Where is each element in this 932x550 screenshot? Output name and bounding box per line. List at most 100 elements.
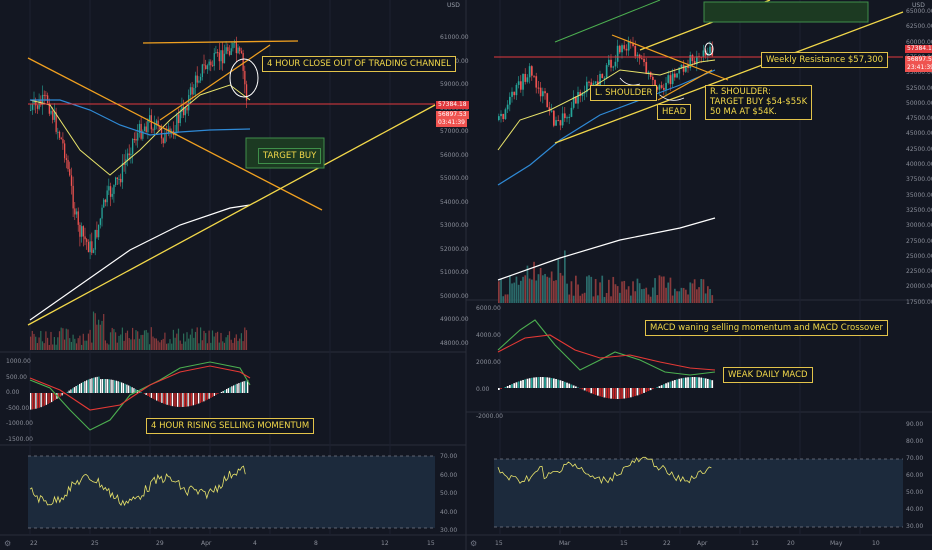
right-volume-bar (555, 280, 557, 303)
right-macd-histogram-bar (709, 379, 711, 388)
right-volume-bar (700, 278, 703, 303)
left-candle-body (74, 208, 76, 215)
annotation-close-out-channel[interactable]: 4 HOUR CLOSE OUT OF TRADING CHANNEL (262, 56, 456, 73)
right-candle-body (548, 107, 551, 112)
left-volume-bar (213, 336, 215, 350)
left-volume-bar (65, 328, 67, 350)
annotation-left-shoulder[interactable]: L. SHOULDER (590, 85, 658, 102)
right-settings-icon[interactable]: ⚙ (470, 539, 478, 548)
left-candle-body (186, 107, 188, 111)
left-candle-body (171, 130, 173, 132)
left-candle-body (111, 193, 113, 197)
right-time-tick: 10 (872, 540, 880, 547)
left-volume-bar (35, 336, 37, 350)
right-candle-body (663, 87, 665, 90)
right-price-tick: 47500.00 (906, 115, 932, 123)
left-candle-body (77, 211, 79, 225)
right-candle-body (581, 93, 584, 97)
left-volume-bar (147, 332, 149, 350)
left-macd-histogram-bar (238, 383, 240, 393)
right-macd-histogram-bar (597, 388, 599, 396)
left-volume-bar (135, 330, 137, 350)
left-macd-histogram-bar (128, 385, 130, 393)
right-volume-bar (599, 282, 601, 303)
left-macd-histogram-bar (150, 393, 153, 398)
left-volume-bar (86, 340, 88, 350)
annotation-weekly-resistance[interactable]: Weekly Resistance $57,300 (761, 52, 889, 69)
right-candle-body (522, 73, 524, 90)
right-volume-bar (676, 291, 678, 303)
left-candle-body (162, 138, 164, 144)
right-volume-bar (572, 295, 575, 303)
right-macd-histogram-bar (667, 382, 670, 388)
right-macd-histogram-bar (539, 377, 542, 388)
left-volume-bar (40, 330, 42, 350)
left-settings-icon[interactable]: ⚙ (4, 539, 12, 548)
left-macd-histogram-bar (49, 393, 51, 404)
annotation-right-shoulder[interactable]: R. SHOULDER: TARGET BUY $54-$55K 50 MA A… (705, 85, 813, 121)
right-volume-bar (542, 275, 544, 303)
annotation-rising-selling-momentum[interactable]: 4 HOUR RISING SELLING MOMENTUM (146, 418, 315, 435)
annotation-head[interactable]: HEAD (657, 104, 692, 121)
right-macd-histogram-bar (691, 377, 694, 388)
left-macd-histogram-bar (103, 379, 105, 393)
left-volume-bar (41, 341, 44, 350)
left-macd-histogram-bar (163, 393, 165, 404)
right-volume-bar (515, 276, 518, 303)
right-volume-bar (619, 292, 621, 303)
right-macd-histogram-bar (564, 381, 566, 388)
right-uptrend-line (554, 11, 904, 144)
annotation-weak-daily-macd[interactable]: WEAK DAILY MACD (723, 367, 813, 384)
right-candle-body (498, 116, 500, 120)
left-candle-body (177, 114, 180, 124)
annotation-macd-crossover[interactable]: MACD waning selling momentum and MACD Cr… (645, 320, 889, 337)
right-candle-body (610, 59, 612, 68)
right-price-tick: 37500.00 (906, 176, 932, 184)
left-volume-bar (137, 331, 139, 350)
left-volume-bar (223, 342, 225, 350)
left-macd-histogram-bar (73, 387, 76, 393)
right-candle-body (586, 81, 588, 93)
left-rsi-band (28, 456, 435, 528)
left-macd-histogram-bar (159, 393, 161, 403)
right-volume-bar (581, 293, 584, 303)
left-currency-label: USD (447, 2, 460, 9)
right-macd-histogram-bar (568, 383, 571, 388)
annotation-target-buy[interactable]: TARGET BUY (258, 148, 322, 165)
left-macd-histogram-bar (58, 393, 60, 398)
right-time-tick: 22 (663, 540, 671, 547)
right-macd-line (497, 319, 716, 376)
right-macd-histogram-bar (678, 378, 681, 388)
right-macd-tick: 4000.00 (476, 332, 501, 339)
right-volume-bar (550, 271, 553, 303)
right-price-tick: 27500.00 (906, 237, 932, 245)
left-candle-body (96, 229, 98, 238)
right-volume-bar (674, 288, 676, 303)
left-volume-bar (162, 338, 164, 350)
right-candle-body (636, 54, 639, 57)
left-candle-body (140, 123, 142, 139)
left-macd-histogram-bar (208, 393, 210, 399)
right-volume-bar (647, 294, 650, 303)
left-macd-histogram-bar (105, 379, 107, 393)
right-macd-histogram-bar (643, 388, 645, 393)
right-macd-histogram-bar (550, 377, 553, 388)
right-candle-body (685, 66, 687, 72)
left-price-tick: 53000.00 (440, 222, 469, 229)
right-candle-body (660, 85, 663, 88)
right-volume-bar (603, 296, 606, 303)
left-macd-histogram-bar (121, 382, 123, 393)
right-rsi-tick: 40.00 (906, 506, 924, 513)
right-volume-bar (702, 279, 705, 303)
left-volume-bar (99, 324, 101, 350)
left-macd-histogram-bar (185, 393, 188, 407)
left-volume-bar (196, 327, 198, 350)
left-candle-body (183, 106, 185, 116)
left-macd-histogram-bar (30, 393, 32, 410)
right-volume-bar (498, 281, 500, 303)
left-candle-body (99, 218, 101, 225)
right-candle-body (520, 81, 522, 90)
left-candle-body (159, 125, 161, 129)
right-wedge-bottom (657, 69, 713, 101)
left-volume-bar (87, 333, 89, 350)
